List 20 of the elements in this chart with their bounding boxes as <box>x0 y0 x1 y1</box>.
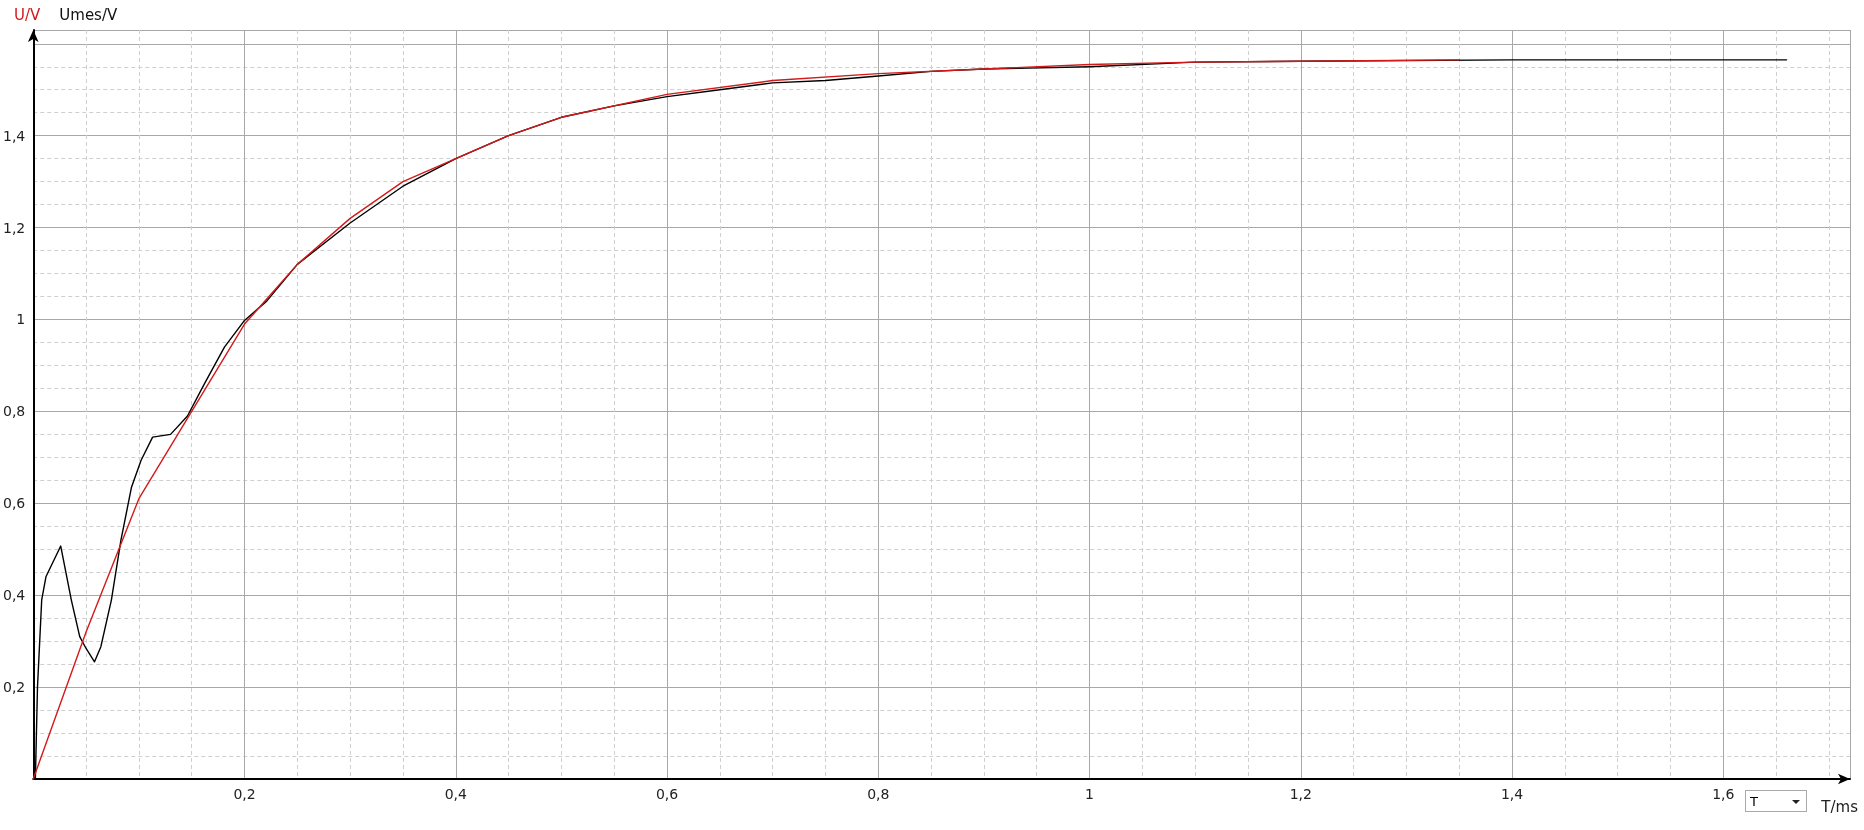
x-tick-label: 0,4 <box>444 786 467 802</box>
y-tick-label: 1,4 <box>3 127 26 144</box>
x-tick-label: 1,4 <box>1500 786 1524 802</box>
x-tick-label: 1,2 <box>1289 786 1312 802</box>
x-tick-label: 0,6 <box>655 786 679 802</box>
text: U/V <box>14 5 42 24</box>
x-tick-label: 0,8 <box>867 786 890 802</box>
x-tick-label: 1,6 <box>1712 786 1735 802</box>
line-series <box>32 59 1460 780</box>
y-tick-label: 0,4 <box>3 587 26 604</box>
text: Umes/V <box>59 5 118 24</box>
y-tick-label: 0,2 <box>3 679 26 696</box>
y-tick-label: 0,6 <box>3 495 26 512</box>
x-axis-title: T/ms <box>1820 797 1859 816</box>
x-tick-label: 0,2 <box>233 786 256 802</box>
y-tick-label: 1,2 <box>3 219 26 236</box>
y-tick-label: 0,8 <box>3 403 26 420</box>
x-tick-label: 1 <box>1085 786 1094 802</box>
y-tick-label: 1 <box>16 311 26 328</box>
dropdown: T <box>1745 790 1807 812</box>
